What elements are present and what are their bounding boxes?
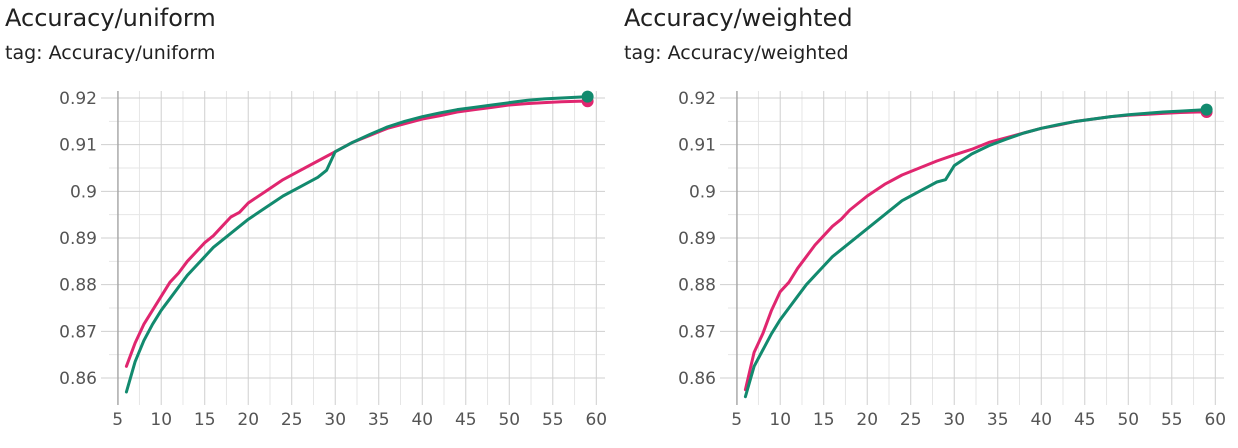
y-tick-label: 0.87: [678, 322, 716, 342]
x-tick-label: 45: [1074, 410, 1096, 430]
x-tick-label: 50: [1117, 410, 1139, 430]
x-tick-label: 10: [150, 410, 172, 430]
x-tick-label: 55: [1161, 410, 1183, 430]
chart-title: Accuracy/weighted: [624, 4, 853, 32]
x-tick-label: 25: [900, 410, 922, 430]
series-endpoint-1: [1200, 103, 1213, 116]
series-line-1: [743, 108, 1209, 399]
x-tick-label: 50: [498, 410, 520, 430]
chart-panel-weighted: Accuracy/weighted tag: Accuracy/weighted…: [619, 0, 1238, 448]
x-tick-label: 30: [324, 410, 346, 430]
line-chart-uniform[interactable]: 5 10 15 20 25 30 35 40 45 50 55 60 0.86 0.87 0.88 0.89 0…: [0, 80, 619, 448]
y-tick-label: 0.92: [678, 89, 716, 109]
x-tick-label: 20: [856, 410, 878, 430]
series-line-1: [124, 95, 590, 394]
chart-tag: tag: Accuracy/weighted: [624, 42, 849, 64]
x-tick-label: 60: [585, 410, 607, 430]
y-tick-label: 0.87: [59, 322, 97, 342]
chart-panel-uniform: Accuracy/uniform tag: Accuracy/uniform 5…: [0, 4, 619, 448]
x-tick-label: 35: [368, 410, 390, 430]
chart-title: Accuracy/uniform: [5, 4, 216, 32]
y-tick-label: 0.86: [678, 369, 716, 389]
series-line-0: [124, 99, 590, 368]
x-tick-label: 5: [112, 410, 123, 430]
x-tick-label: 25: [281, 410, 303, 430]
x-tick-label: 60: [1204, 410, 1226, 430]
x-tick-label: 40: [1030, 410, 1052, 430]
y-tick-label: 0.88: [678, 276, 716, 296]
y-tick-label: 0.89: [59, 229, 97, 249]
y-tick-label: 0.91: [678, 136, 716, 156]
series-endpoint-1: [581, 90, 594, 103]
y-tick-label: 0.92: [59, 89, 97, 109]
x-tick-label: 10: [769, 410, 791, 430]
x-tick-label: 30: [943, 410, 965, 430]
x-tick-label: 5: [731, 410, 742, 430]
chart-tag: tag: Accuracy/uniform: [5, 42, 216, 64]
x-tick-label: 35: [987, 410, 1009, 430]
y-tick-label: 0.89: [678, 229, 716, 249]
y-tick-label: 0.88: [59, 276, 97, 296]
x-tick-label: 45: [455, 410, 477, 430]
y-tick-label: 0.9: [689, 182, 716, 202]
x-tick-label: 40: [411, 410, 433, 430]
x-tick-label: 15: [194, 410, 216, 430]
x-tick-label: 20: [237, 410, 259, 430]
x-tick-label: 55: [542, 410, 564, 430]
y-tick-label: 0.9: [70, 182, 97, 202]
x-tick-label: 15: [813, 410, 835, 430]
y-tick-label: 0.86: [59, 369, 97, 389]
y-tick-label: 0.91: [59, 136, 97, 156]
line-chart-weighted[interactable]: 5 10 15 20 25 30 35 40 45 50 55 60 0.86 0.87 0.88 0.89 0…: [619, 80, 1238, 448]
